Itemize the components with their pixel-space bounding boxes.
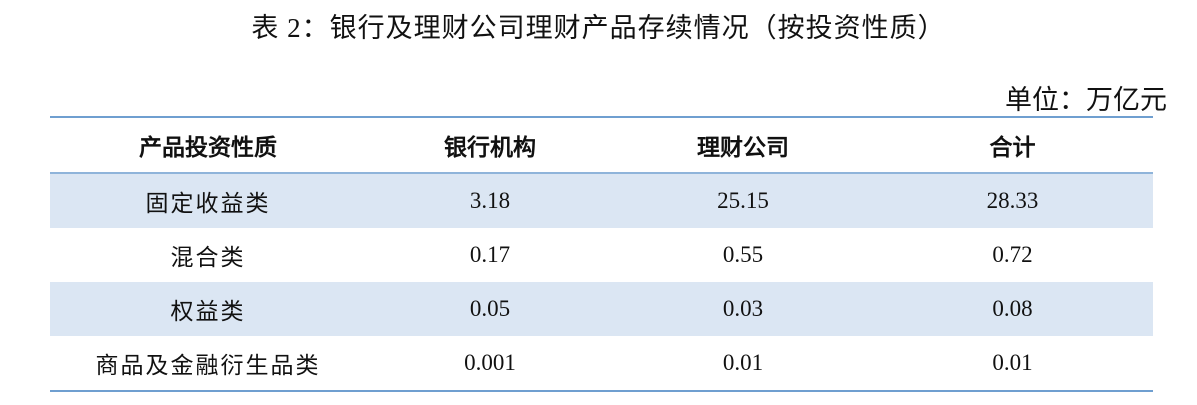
row-label: 权益类 bbox=[50, 282, 366, 336]
table-cell: 25.15 bbox=[614, 173, 872, 228]
table-cell: 0.03 bbox=[614, 282, 872, 336]
table-row: 权益类 0.05 0.03 0.08 bbox=[50, 282, 1153, 336]
table-cell: 0.55 bbox=[722, 242, 764, 267]
header-cell: 银行机构 bbox=[366, 117, 614, 174]
table-cell: 0.17 bbox=[469, 242, 511, 267]
table-cell: 0.01 bbox=[992, 350, 1033, 375]
row-label: 固定收益类 bbox=[50, 173, 366, 228]
table-cell: 3.18 bbox=[366, 173, 614, 228]
table-cell: 0.72 bbox=[992, 242, 1033, 267]
row-label: 商品及金融衍生品类 bbox=[95, 353, 321, 378]
table-row: 混合类 0.17 0.55 0.72 bbox=[50, 228, 1153, 282]
header-cell: 产品投资性质 bbox=[50, 117, 366, 174]
header-row: 产品投资性质 银行机构 理财公司 合计 bbox=[50, 117, 1153, 174]
table-row: 商品及金融衍生品类 0.001 0.01 0.01 bbox=[50, 336, 1153, 391]
header-cell: 理财公司 bbox=[614, 117, 872, 174]
title: 表 2：银行及理财公司理财产品存续情况（按投资性质） bbox=[251, 13, 946, 43]
row-label: 混合类 bbox=[170, 245, 246, 270]
table-cell: 28.33 bbox=[872, 173, 1153, 228]
table-row: 固定收益类 3.18 25.15 28.33 bbox=[50, 173, 1153, 228]
table-cell: 0.01 bbox=[722, 350, 764, 375]
header-cell: 合计 bbox=[872, 117, 1153, 174]
table-cell: 0.001 bbox=[464, 350, 516, 375]
table-cell: 0.05 bbox=[366, 282, 614, 336]
table-cell: 0.08 bbox=[872, 282, 1153, 336]
unit-label: 单位：万亿元 bbox=[1005, 85, 1167, 115]
data-table: 产品投资性质 银行机构 理财公司 合计 固定收益类 3.18 25.15 28.33 混合类 0… bbox=[50, 116, 1153, 392]
